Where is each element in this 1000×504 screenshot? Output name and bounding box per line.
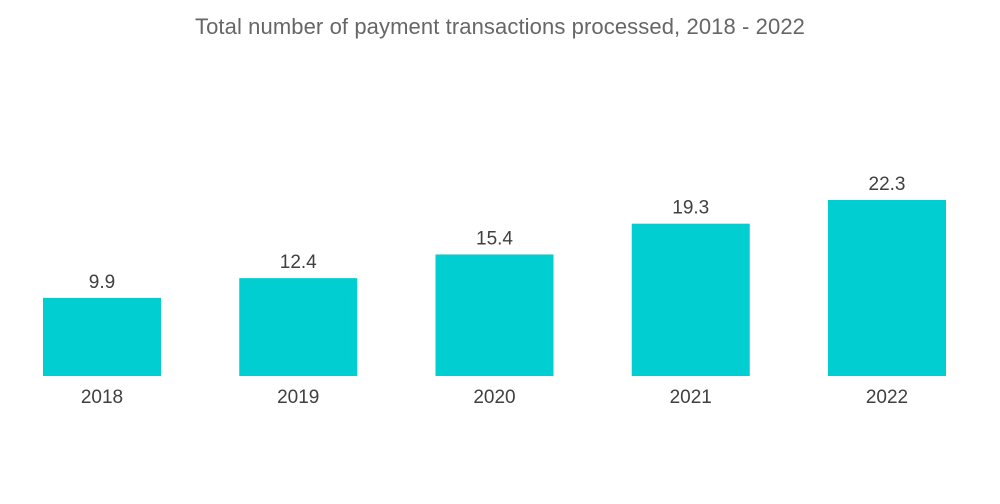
data-label-2021: 19.3: [672, 198, 709, 219]
x-tick-label-2022: 2022: [866, 387, 908, 408]
x-tick-label-2020: 2020: [473, 387, 515, 408]
bar-2018: [43, 297, 161, 376]
x-tick-label-2019: 2019: [277, 387, 319, 408]
x-tick-label-2021: 2021: [670, 387, 712, 408]
x-tick-label-2018: 2018: [81, 387, 123, 408]
data-label-2020: 15.4: [476, 228, 513, 249]
bar-2022: [828, 200, 946, 376]
data-label-2018: 9.9: [89, 272, 115, 293]
bar-2021: [631, 223, 750, 376]
bar-2019: [239, 278, 358, 376]
chart-title: Total number of payment transactions pro…: [194, 14, 806, 39]
data-label-2019: 12.4: [280, 252, 317, 273]
data-label-2022: 22.3: [869, 174, 906, 195]
bar-2020: [435, 254, 554, 376]
